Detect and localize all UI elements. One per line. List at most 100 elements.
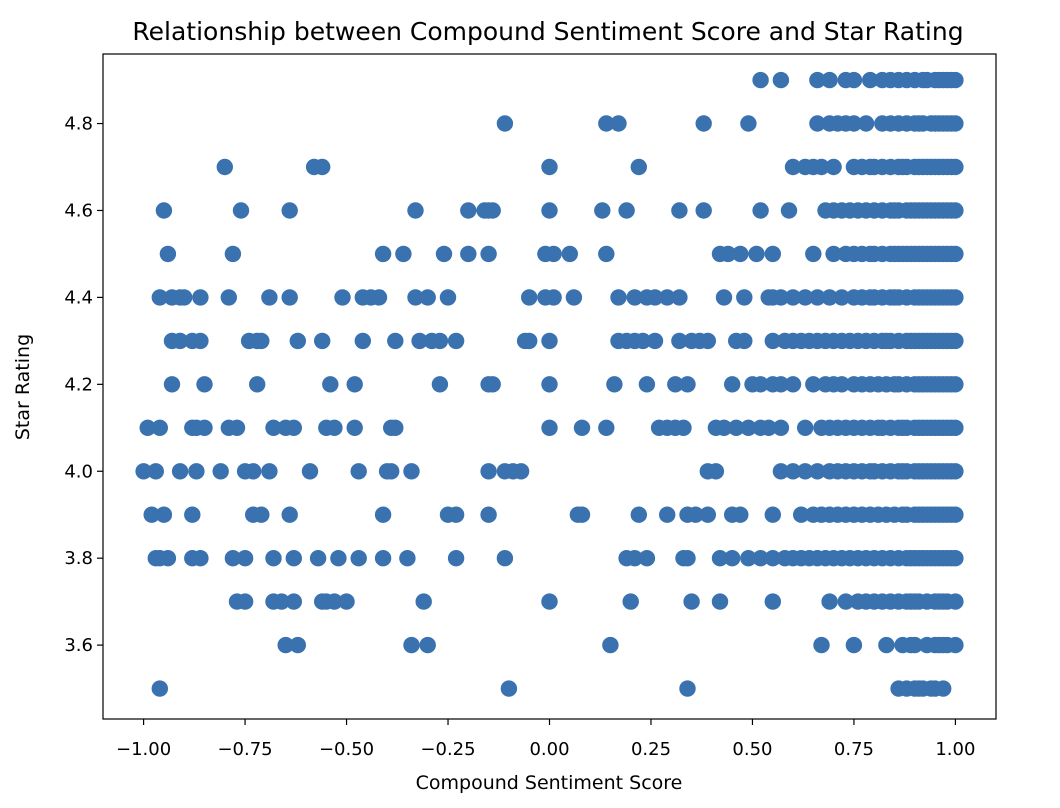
data-point xyxy=(602,636,619,654)
data-point xyxy=(403,463,420,480)
data-point xyxy=(326,593,343,610)
data-point xyxy=(797,463,814,480)
y-tick-label: 4.4 xyxy=(64,287,93,308)
data-point xyxy=(947,158,964,176)
data-point xyxy=(541,419,558,436)
data-point xyxy=(314,332,331,350)
data-point xyxy=(383,463,400,480)
data-point xyxy=(159,550,177,567)
data-point xyxy=(289,636,306,654)
y-tick-label: 4.8 xyxy=(64,114,93,135)
data-point xyxy=(387,419,404,436)
data-point xyxy=(439,289,457,306)
x-tick-label: 0.00 xyxy=(529,739,569,760)
x-tick-label: −0.75 xyxy=(217,739,272,760)
x-axis-ticks: −1.00 −0.75 −0.50 −0.25 0.00 0.25 0.50 0.75 1.00 xyxy=(116,719,975,760)
data-point xyxy=(338,593,355,610)
data-point xyxy=(541,332,558,350)
data-point xyxy=(630,158,647,176)
data-point xyxy=(354,332,371,350)
data-point xyxy=(764,550,781,567)
data-point xyxy=(857,115,875,132)
data-point xyxy=(772,463,790,480)
data-point xyxy=(192,550,209,567)
data-point xyxy=(480,245,497,263)
data-point xyxy=(764,593,781,610)
data-point xyxy=(772,71,790,89)
data-point xyxy=(147,463,164,480)
data-point xyxy=(711,593,729,610)
data-point xyxy=(541,158,558,176)
data-point xyxy=(813,158,830,176)
y-tick-label: 4.6 xyxy=(64,200,93,221)
data-point xyxy=(480,463,497,480)
data-point xyxy=(496,550,514,567)
data-point xyxy=(947,71,964,89)
data-point xyxy=(435,245,453,263)
y-axis-label: Star Rating xyxy=(12,334,34,440)
data-point xyxy=(671,289,688,306)
data-point xyxy=(285,593,302,610)
data-point xyxy=(699,506,716,523)
data-point xyxy=(797,289,814,306)
data-point xyxy=(374,550,392,567)
data-point xyxy=(350,463,367,480)
data-point xyxy=(273,593,290,610)
data-point xyxy=(772,376,790,393)
data-point xyxy=(748,245,765,263)
data-point xyxy=(407,202,424,219)
data-point xyxy=(411,332,428,350)
data-point xyxy=(460,202,477,219)
data-point xyxy=(862,71,879,89)
data-point xyxy=(947,593,964,610)
data-point xyxy=(606,376,623,393)
data-point xyxy=(809,289,826,306)
data-point xyxy=(764,506,781,523)
data-point xyxy=(163,376,181,393)
data-point xyxy=(500,680,518,697)
data-point xyxy=(431,376,449,393)
data-point xyxy=(447,550,465,567)
data-point xyxy=(821,71,838,89)
data-point xyxy=(683,593,700,610)
data-point xyxy=(947,506,964,523)
data-point xyxy=(155,506,173,523)
data-point xyxy=(176,289,193,306)
data-point xyxy=(784,463,802,480)
data-point xyxy=(484,376,501,393)
data-point xyxy=(724,550,741,567)
data-point xyxy=(947,550,964,567)
data-point xyxy=(833,289,850,306)
data-point xyxy=(813,636,830,654)
data-point xyxy=(784,158,802,176)
data-point xyxy=(565,289,583,306)
x-tick-label: −0.50 xyxy=(319,739,374,760)
data-point xyxy=(736,289,753,306)
data-point xyxy=(447,506,465,523)
data-point xyxy=(797,419,814,436)
data-point xyxy=(139,419,156,436)
data-point xyxy=(594,202,611,219)
data-point xyxy=(667,376,684,393)
data-point xyxy=(935,680,952,697)
data-point xyxy=(626,550,643,567)
y-tick-label: 3.8 xyxy=(64,548,93,569)
data-point xyxy=(809,115,826,132)
data-point xyxy=(760,419,777,436)
data-point xyxy=(155,202,173,219)
data-point xyxy=(135,463,152,480)
data-point xyxy=(833,376,850,393)
data-point xyxy=(772,289,790,306)
data-point xyxy=(752,376,769,393)
data-point xyxy=(679,376,696,393)
data-point xyxy=(947,463,964,480)
x-tick-label: −1.00 xyxy=(116,739,171,760)
data-point xyxy=(784,289,802,306)
data-point xyxy=(447,332,465,350)
data-point xyxy=(285,550,302,567)
data-point xyxy=(188,463,205,480)
data-point xyxy=(821,593,838,610)
data-point xyxy=(159,245,177,263)
data-point xyxy=(675,419,692,436)
data-point xyxy=(695,115,712,132)
